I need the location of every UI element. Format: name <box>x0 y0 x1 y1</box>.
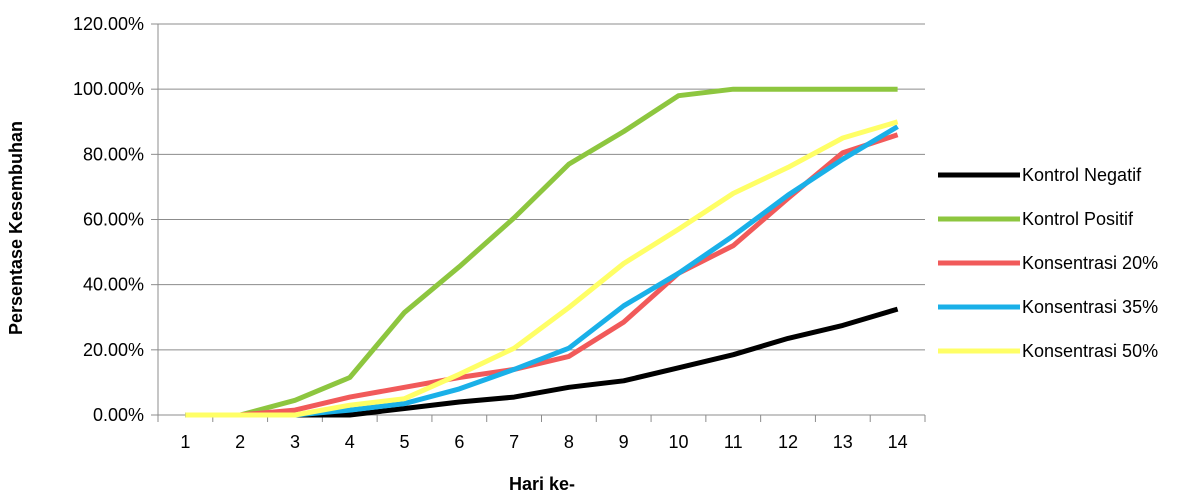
x-tick-label: 2 <box>235 432 245 452</box>
x-tick-label: 14 <box>888 432 908 452</box>
legend-item: Konsentrasi 20% <box>938 253 1158 273</box>
legend-item: Kontrol Negatif <box>938 165 1142 185</box>
series-line-3 <box>185 124 899 418</box>
series-line-2 <box>185 132 899 418</box>
x-tick-labels: 1 2 3 4 5 6 7 8 9 10 11 12 13 14 <box>180 432 907 452</box>
y-tick-label: 120.00% <box>73 14 144 34</box>
y-tick-label: 80.00% <box>83 144 144 164</box>
legend-item: Kontrol Positif <box>938 209 1134 229</box>
legend-item: Konsentrasi 50% <box>938 341 1158 361</box>
x-tick-label: 3 <box>290 432 300 452</box>
legend-label: Konsentrasi 20% <box>1022 253 1158 273</box>
x-tick-label: 11 <box>724 432 743 452</box>
y-tick-label: 100.00% <box>73 79 144 99</box>
x-tick-label: 5 <box>400 432 410 452</box>
legend-label: Kontrol Positif <box>1022 209 1134 229</box>
x-tick-label: 8 <box>564 432 574 452</box>
legend-label: Kontrol Negatif <box>1022 165 1142 185</box>
series-line-1 <box>185 86 898 418</box>
x-tick-label: 12 <box>778 432 798 452</box>
x-tick-label: 13 <box>833 432 853 452</box>
y-tick-label: 20.00% <box>83 340 144 360</box>
y-tick-label: 60.00% <box>83 210 144 230</box>
x-tick-label: 6 <box>454 432 464 452</box>
gridlines <box>151 23 925 416</box>
x-tick-label: 4 <box>345 432 355 452</box>
x-tick-label: 9 <box>619 432 629 452</box>
x-tick-label: 10 <box>668 432 688 452</box>
y-tick-label: 0.00% <box>93 405 144 425</box>
legend-label: Konsentrasi 50% <box>1022 341 1158 361</box>
series-lines <box>185 86 899 418</box>
x-axis-title: Hari ke- <box>509 474 575 494</box>
y-axis-title: Persentase Kesembuhan <box>6 121 26 335</box>
legend: Kontrol Negatif Kontrol Positif Konsentras… <box>938 165 1158 361</box>
y-tick-label: 40.00% <box>83 275 144 295</box>
y-tick-labels: 0.00% 20.00% 40.00% 60.00% 80.00% 100.00% 120.… <box>73 14 144 425</box>
x-tick-label: 7 <box>509 432 519 452</box>
x-tick-label: 1 <box>180 432 190 452</box>
legend-item: Konsentrasi 35% <box>938 297 1158 317</box>
legend-label: Konsentrasi 35% <box>1022 297 1158 317</box>
series-line-4 <box>185 119 899 418</box>
